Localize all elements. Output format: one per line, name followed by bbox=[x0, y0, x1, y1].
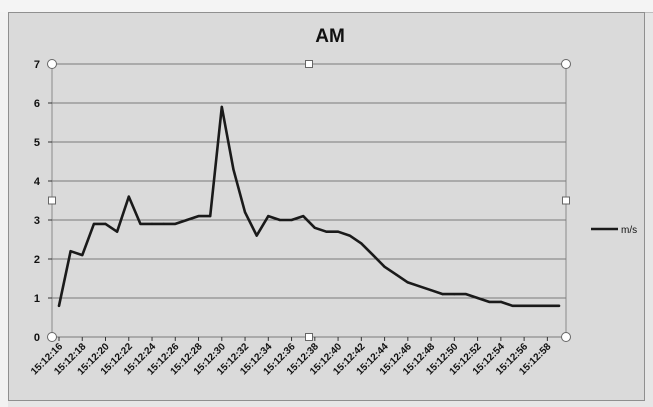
data-point bbox=[209, 215, 212, 218]
y-tick-label: 4 bbox=[34, 176, 41, 188]
data-point bbox=[139, 222, 142, 225]
corner-resize-handle[interactable] bbox=[561, 59, 571, 69]
data-point bbox=[557, 304, 561, 307]
y-tick-label: 0 bbox=[34, 332, 40, 344]
data-point bbox=[464, 293, 468, 296]
data-point bbox=[57, 304, 61, 307]
selection-handles bbox=[47, 59, 571, 342]
y-tick-label: 1 bbox=[34, 293, 40, 305]
data-point bbox=[511, 304, 514, 307]
side-resize-handle[interactable] bbox=[305, 333, 313, 341]
data-point bbox=[69, 250, 72, 253]
data-point bbox=[453, 293, 456, 296]
data-point bbox=[488, 300, 491, 303]
data-point bbox=[395, 273, 398, 276]
data-point bbox=[104, 222, 107, 225]
data-point bbox=[197, 215, 200, 218]
side-resize-handle[interactable] bbox=[562, 196, 570, 205]
data-point bbox=[162, 222, 165, 225]
data-point bbox=[371, 254, 375, 257]
y-tick-label: 2 bbox=[34, 254, 40, 266]
y-axis-ticks: 0 1 2 3 4 5 6 7 bbox=[34, 59, 41, 344]
series-line bbox=[57, 105, 561, 308]
chart-area[interactable] bbox=[8, 12, 645, 401]
data-point bbox=[499, 300, 502, 303]
data-point bbox=[441, 293, 444, 296]
data-point bbox=[150, 222, 154, 225]
corner-resize-handle[interactable] bbox=[47, 59, 57, 69]
data-point bbox=[336, 230, 340, 233]
data-point bbox=[267, 215, 270, 218]
data-point bbox=[360, 242, 363, 245]
side-resize-handle[interactable] bbox=[305, 60, 313, 68]
data-point bbox=[81, 254, 84, 257]
data-point bbox=[325, 230, 328, 233]
data-point bbox=[302, 215, 305, 218]
data-point bbox=[406, 281, 409, 284]
data-point bbox=[476, 296, 479, 300]
corner-resize-handle[interactable] bbox=[47, 332, 57, 342]
series-layer bbox=[57, 105, 561, 308]
data-point bbox=[313, 226, 316, 229]
data-point bbox=[546, 304, 549, 307]
data-point bbox=[232, 168, 235, 171]
data-point bbox=[383, 265, 386, 268]
y-tick-label: 6 bbox=[34, 98, 40, 110]
y-tick-label: 3 bbox=[34, 215, 40, 227]
data-point bbox=[523, 304, 526, 307]
data-point bbox=[290, 218, 293, 222]
data-point bbox=[185, 218, 189, 222]
data-point bbox=[348, 234, 351, 237]
data-point bbox=[92, 222, 95, 225]
x-axis-ticks: 15:12:1615:12:1815:12:2015:12:2215:12:24… bbox=[29, 341, 554, 377]
chart-title: AM bbox=[315, 26, 345, 47]
legend-label: m/s bbox=[621, 225, 637, 236]
worksheet-row-strip bbox=[0, 12, 8, 407]
side-resize-handle[interactable] bbox=[48, 196, 56, 205]
data-point bbox=[255, 234, 258, 237]
y-tick-label: 5 bbox=[34, 137, 40, 149]
corner-resize-handle[interactable] bbox=[561, 332, 571, 342]
data-point bbox=[174, 222, 177, 225]
y-tick-label: 7 bbox=[34, 59, 40, 71]
data-point bbox=[127, 195, 130, 198]
data-point bbox=[243, 211, 247, 214]
legend: m/s bbox=[591, 225, 637, 236]
data-point bbox=[220, 105, 223, 108]
data-point bbox=[278, 218, 282, 222]
data-point bbox=[534, 304, 537, 307]
data-point bbox=[116, 230, 119, 233]
data-point bbox=[418, 285, 421, 288]
data-point bbox=[429, 289, 433, 292]
